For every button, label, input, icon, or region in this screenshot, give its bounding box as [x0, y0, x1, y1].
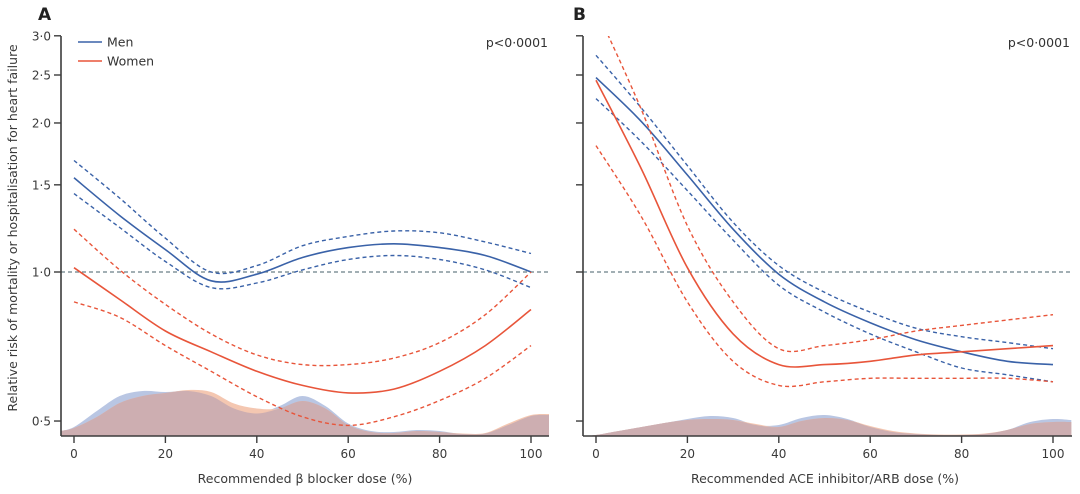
- y-axis-title: Relative risk of mortality or hospitalis…: [5, 44, 20, 412]
- y-tick-label: 2·5: [32, 68, 51, 82]
- x-tick-label: 40: [249, 447, 264, 461]
- y-tick-label: 1·5: [32, 178, 51, 192]
- curves-a: [73, 159, 532, 427]
- axes-a: 0·5 1·0 1·5 2·0 2·5 3·0 0 20 40 60 80 100: [32, 29, 549, 461]
- series-women-upper-95-ci: [73, 228, 532, 367]
- axes-b: 0 20 40 60 80 100: [576, 35, 1072, 461]
- x-axis-title-a: Recommended β blocker dose (%): [198, 471, 413, 486]
- density-area-a: [61, 389, 549, 436]
- x-tick-label: 0: [70, 447, 78, 461]
- x-tick-label: 60: [863, 447, 878, 461]
- series-men-upper-95-ci: [595, 54, 1054, 350]
- legend-label-men: Men: [107, 35, 133, 50]
- series-women-lower-95-ci: [595, 145, 1054, 388]
- series-men: [73, 177, 532, 283]
- series-women-lower-95-ci: [73, 301, 532, 427]
- x-tick-label: 20: [680, 447, 695, 461]
- series-men: [595, 77, 1054, 366]
- x-tick-label: 0: [592, 447, 600, 461]
- x-tick-label: 80: [432, 447, 447, 461]
- p-value-a: p<0·0001: [486, 35, 548, 50]
- y-tick-label: 2·0: [32, 116, 51, 130]
- series-men-upper-95-ci: [73, 159, 532, 275]
- x-tick-label: 100: [520, 447, 543, 461]
- x-tick-label: 60: [341, 447, 356, 461]
- legend: Men Women: [78, 35, 154, 69]
- x-tick-label: 100: [1042, 447, 1065, 461]
- density-area-b: [583, 414, 1072, 436]
- curves-b: [595, 36, 1054, 388]
- x-tick-label: 40: [771, 447, 786, 461]
- panel-b-letter: B: [573, 5, 586, 25]
- y-tick-label: 3·0: [32, 29, 51, 43]
- x-tick-label: 20: [158, 447, 173, 461]
- series-women: [595, 79, 1054, 368]
- series-women-upper-95-ci: [607, 36, 1054, 353]
- x-axis-title-b: Recommended ACE inhibitor/ARB dose (%): [691, 471, 959, 486]
- series-women: [73, 267, 532, 394]
- panel-b: B 0 20 40 60 80 100 p<0·0001 Recommended ACE …: [573, 5, 1072, 486]
- series-men-lower-95-ci: [73, 193, 532, 290]
- panel-a-letter: A: [38, 5, 52, 25]
- series-men-lower-95-ci: [595, 98, 1054, 383]
- legend-label-women: Women: [107, 54, 154, 69]
- y-tick-label: 1·0: [32, 266, 51, 280]
- density-overlap: [61, 390, 549, 436]
- x-tick-label: 80: [954, 447, 969, 461]
- density-overlap: [583, 417, 1072, 436]
- p-value-b: p<0·0001: [1008, 35, 1070, 50]
- y-tick-label: 0·5: [32, 415, 51, 429]
- panel-a: A 0·5 1·0 1·5 2·0 2·5 3·0 0 20 40 60 80 100 p<0·000…: [32, 5, 549, 486]
